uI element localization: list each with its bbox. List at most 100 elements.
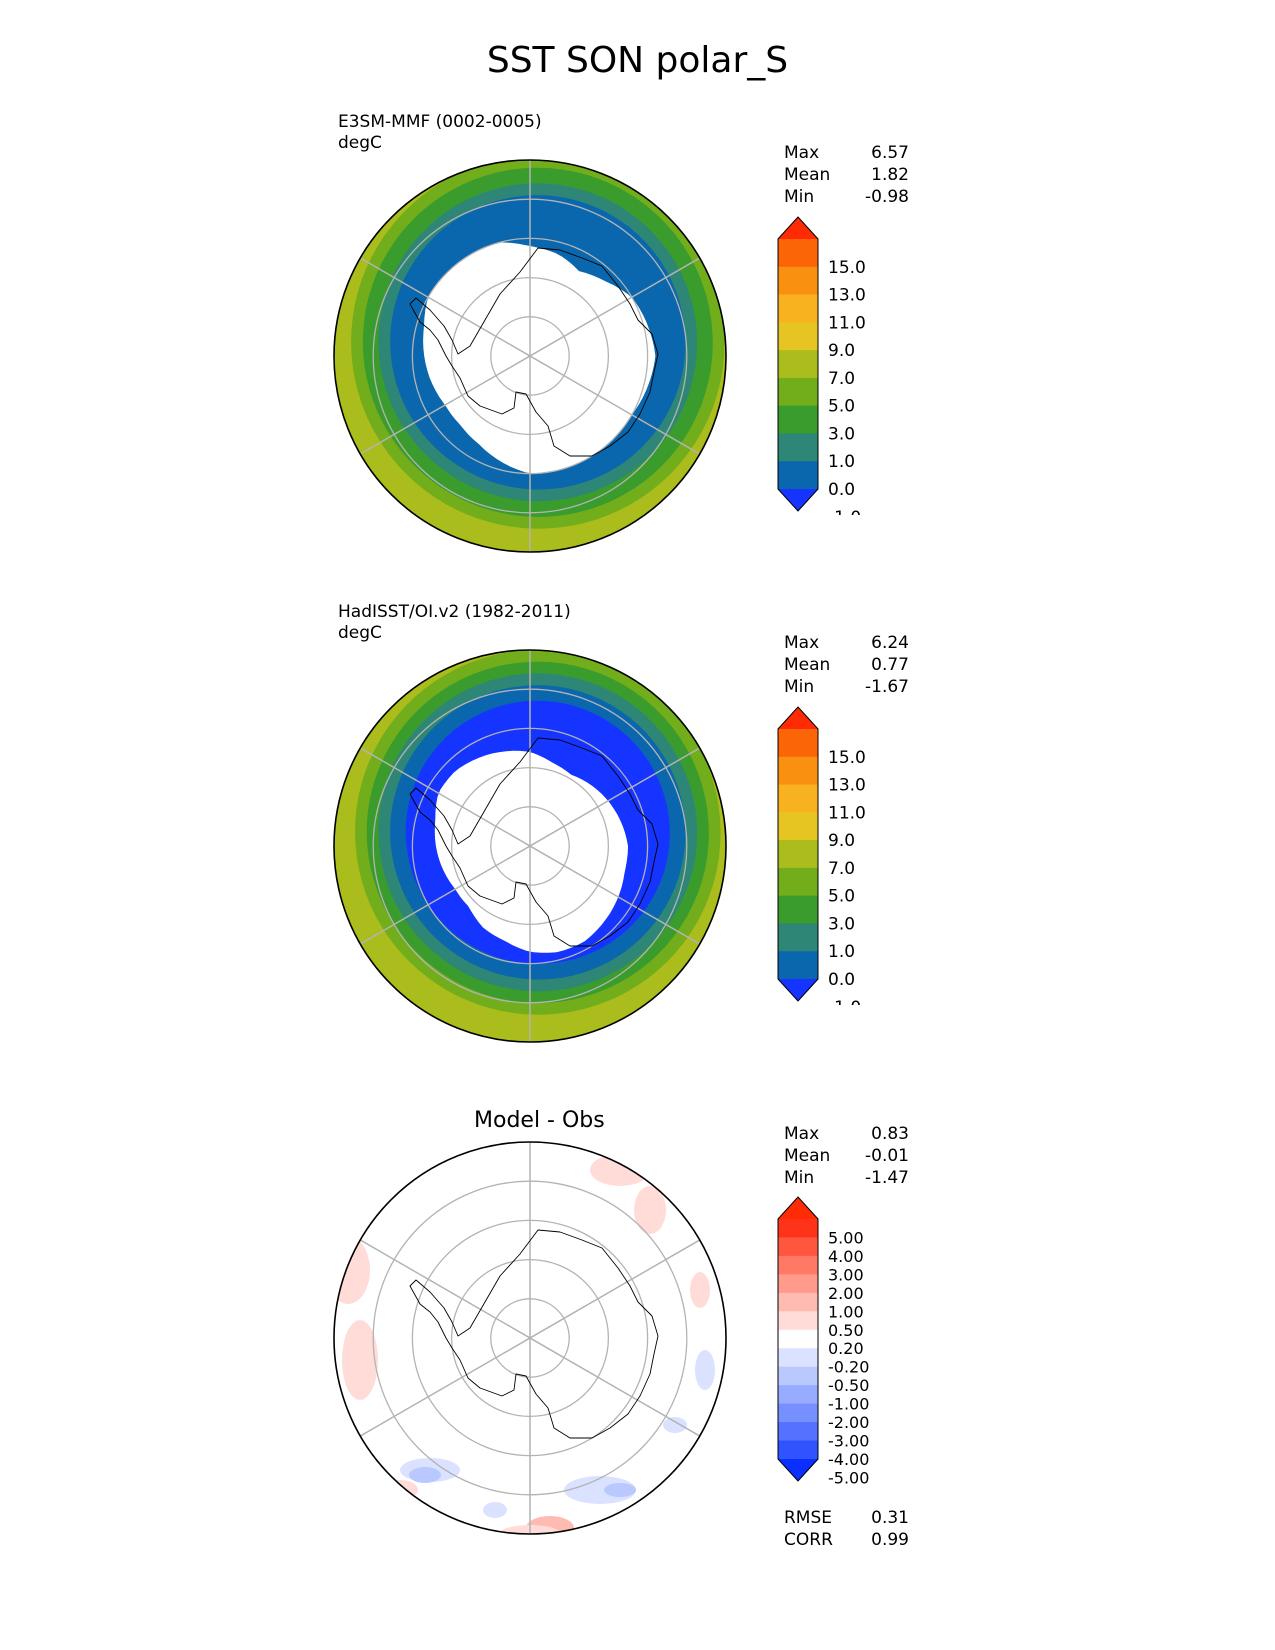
panel3-metric-rmse-value: 0.31: [871, 1508, 909, 1528]
panel2-stat-max: Max 6.24: [784, 633, 909, 654]
panel2-stat-mean-value: 0.77: [871, 655, 909, 675]
panel3-colorbar: 5.004.003.002.001.000.500.20-0.20-0.50-1…: [777, 1196, 869, 1486]
colorbar-segment: [778, 1292, 818, 1312]
colorbar-segment: [778, 461, 818, 490]
map-boundary: [333, 649, 727, 1043]
colorbar-segment: [778, 812, 818, 841]
colorbar-tick-label: 0.0: [828, 480, 855, 500]
colorbar-tick-label: 0.50: [828, 1321, 864, 1340]
meridian-line: [529, 845, 701, 945]
colorbar-segment: [778, 784, 818, 813]
colorbar-segment: [778, 1348, 818, 1368]
colorbar-tick-label: -1.00: [828, 1395, 869, 1414]
colorbar-segment: [778, 1329, 818, 1349]
panel3-title: Model - Obs: [474, 1108, 605, 1133]
colorbar-tick-label: 1.0: [828, 942, 855, 962]
colorbar-tick-label: -3.00: [828, 1432, 869, 1451]
colorbar-segment: [778, 923, 818, 952]
panel1-stat-mean-value: 1.82: [871, 165, 909, 185]
panel3-metric-corr-value: 0.99: [871, 1530, 909, 1550]
colorbar-segment: [778, 405, 818, 434]
colorbar-segment: [778, 433, 818, 462]
panel3-stat-min: Min -1.47: [784, 1168, 909, 1189]
colorbar-tick-label: 2.00: [828, 1284, 864, 1303]
colorbar-tick-label: -4.00: [828, 1450, 869, 1469]
colorbar-tick-label: -5.00: [828, 1469, 869, 1486]
panel1-stat-mean: Mean 1.82: [784, 165, 909, 186]
antarctica-coastline: [409, 737, 659, 947]
colorbar-tick-label: 9.0: [828, 341, 855, 361]
colorbar-segment: [778, 1440, 818, 1460]
panel2-colorbar: 15.0 13.0 11.0 9.0 7.0 5.0 3.0 1.0 0.0 -1.0: [777, 706, 866, 1005]
panel2-units: degC: [338, 623, 382, 643]
colorbar-segment: [778, 1403, 818, 1423]
map-boundary: [333, 1141, 727, 1535]
colorbar-tick-label: -1.0: [828, 508, 861, 515]
colorbar-tick-label: 0.20: [828, 1339, 864, 1358]
colorbar-body: [778, 1197, 818, 1481]
colorbar-tick-label: 1.00: [828, 1302, 864, 1321]
colorbar-tick-label: 15.0: [828, 748, 866, 768]
panel1-title: E3SM-MMF (0002-0005): [338, 112, 542, 132]
panel3-metric-rmse: RMSE 0.31: [784, 1508, 909, 1529]
panel3-metric-corr: CORR 0.99: [784, 1530, 909, 1551]
colorbar-segment: [778, 1274, 818, 1294]
panel3-stat-max-label: Max: [784, 1124, 820, 1144]
colorbar-tick-label: -0.50: [828, 1376, 869, 1395]
colorbar-tick-label: -2.00: [828, 1413, 869, 1432]
panel1-stat-max-label: Max: [784, 143, 820, 163]
antarctica-coastline: [409, 247, 659, 457]
panel1-stat-max-value: 6.57: [871, 143, 909, 163]
meridian-line: [529, 1239, 701, 1339]
panel3-stat-mean-label: Mean: [784, 1146, 831, 1166]
colorbar-segment: [778, 322, 818, 351]
colorbar-segment: [778, 294, 818, 323]
panel3-stat-min-value: -1.47: [865, 1168, 909, 1188]
bias-patch: [382, 1480, 418, 1500]
colorbar-segment: [778, 1385, 818, 1405]
colorbar-tick-label: 13.0: [828, 776, 866, 796]
meridian-line: [529, 1337, 701, 1437]
colorbar-segment: [778, 840, 818, 869]
panel3-stat-max-value: 0.83: [871, 1124, 909, 1144]
panel2-stat-mean: Mean 0.77: [784, 655, 909, 676]
colorbar-extend-top: [778, 217, 818, 239]
panel2-stat-max-label: Max: [784, 633, 820, 653]
panel2-title: HadISST/OI.v2 (1982-2011): [338, 602, 571, 622]
antarctica-coastline: [409, 1229, 659, 1439]
meridian-line: [529, 355, 701, 455]
colorbar-tick-label: 9.0: [828, 831, 855, 851]
bias-patch: [690, 1272, 710, 1308]
bias-patch: [334, 1236, 370, 1304]
graticule: [359, 1142, 701, 1534]
colorbar-segment: [778, 1422, 818, 1442]
panel1-stat-min-label: Min: [784, 187, 815, 207]
colorbar-segment: [778, 951, 818, 980]
panel2-stat-min-label: Min: [784, 677, 815, 697]
colorbar-outline: [777, 1196, 819, 1482]
bias-patch: [360, 1175, 400, 1195]
colorbar-extend-bottom: [778, 979, 818, 1001]
panel3-stat-min-label: Min: [784, 1168, 815, 1188]
colorbar-tick-label: 3.0: [828, 424, 855, 444]
bias-patch: [590, 1154, 650, 1186]
panel3-map: [333, 1141, 727, 1535]
bias-patch: [663, 1417, 687, 1433]
panel3-metric-rmse-label: RMSE: [784, 1508, 833, 1528]
colorbar-tick-label: 5.0: [828, 887, 855, 907]
colorbar-tick-label: 7.0: [828, 369, 855, 389]
colorbar-extend-bottom: [778, 489, 818, 511]
colorbar-segment: [778, 266, 818, 296]
colorbar-tick-label: 4.00: [828, 1247, 864, 1266]
colorbar-segment: [778, 1366, 818, 1386]
colorbar-body: [778, 707, 818, 1001]
panel3-stat-mean-value: -0.01: [865, 1146, 909, 1166]
panel2-stat-max-value: 6.24: [871, 633, 909, 653]
meridian-line: [359, 1337, 531, 1437]
map-boundary: [333, 159, 727, 553]
colorbar-tick-label: 0.0: [828, 970, 855, 990]
colorbar-segment: [778, 1237, 818, 1257]
panel1-stat-min: Min -0.98: [784, 187, 909, 208]
colorbar-tick-label: 15.0: [828, 258, 866, 278]
panel3-stat-max: Max 0.83: [784, 1124, 909, 1145]
